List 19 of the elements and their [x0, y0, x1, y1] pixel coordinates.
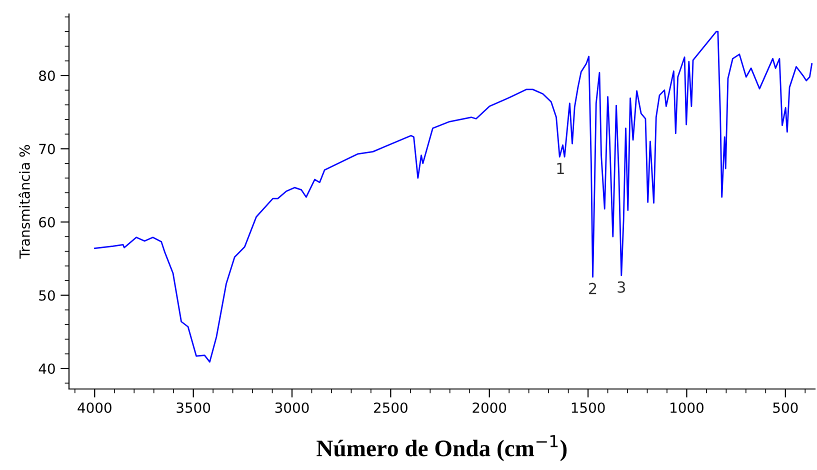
- y-tick-label: 60: [39, 216, 55, 228]
- x-tick-label: 3500: [176, 402, 210, 413]
- x-tick-label: 1500: [572, 402, 605, 413]
- annotation: 3: [618, 281, 626, 293]
- x-tick-label: 3000: [275, 402, 309, 413]
- x-tick-label: 4000: [78, 402, 112, 413]
- annotation: 1: [557, 162, 564, 174]
- x-tick-label: 1000: [670, 402, 704, 413]
- x-tick-label: 2500: [374, 402, 408, 413]
- y-tick-label: 40: [38, 363, 55, 374]
- x-tick-label: 500: [773, 402, 798, 413]
- y-tick-label: 70: [39, 144, 55, 154]
- annotation: 2: [589, 282, 596, 294]
- y-tick-label: 50: [39, 290, 55, 301]
- x-axis-title: Número de Onda (cm$^{−1}$): [316, 435, 567, 462]
- y-tick-label: 80: [39, 70, 55, 81]
- y-axis-title: Transmitância %: [18, 145, 30, 259]
- line-series: [94, 30, 813, 363]
- x-tick-label: 2000: [472, 402, 506, 413]
